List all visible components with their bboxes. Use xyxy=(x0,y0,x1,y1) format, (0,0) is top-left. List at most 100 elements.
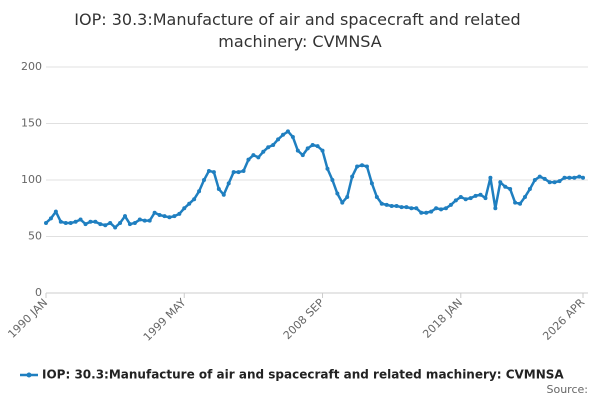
point xyxy=(374,194,379,199)
point xyxy=(142,218,147,223)
point xyxy=(152,210,157,215)
y-tick-label: 50 xyxy=(28,230,42,243)
point xyxy=(162,214,167,219)
point xyxy=(246,157,251,162)
point xyxy=(434,206,439,211)
point xyxy=(157,213,162,218)
point xyxy=(532,178,537,182)
y-tick-label: 200 xyxy=(21,60,42,73)
point xyxy=(384,202,389,207)
point xyxy=(468,196,473,201)
point xyxy=(147,218,152,223)
point xyxy=(562,175,567,180)
point xyxy=(325,166,330,171)
point xyxy=(68,220,73,225)
point xyxy=(355,164,360,169)
point xyxy=(226,181,231,186)
point xyxy=(103,223,108,228)
point xyxy=(508,187,513,192)
point xyxy=(88,219,93,224)
point xyxy=(429,209,434,214)
point xyxy=(48,216,53,221)
point xyxy=(172,214,177,219)
x-tick-label: 1990 JAN xyxy=(5,296,50,341)
y-tick-label: 150 xyxy=(21,117,42,130)
point xyxy=(261,149,266,154)
point xyxy=(290,135,295,140)
point xyxy=(478,192,483,197)
point xyxy=(137,217,142,222)
point xyxy=(310,142,315,147)
point xyxy=(473,193,478,198)
point xyxy=(389,203,394,208)
x-tick-label: 2026 APR xyxy=(540,296,587,343)
point xyxy=(251,153,256,158)
point xyxy=(360,163,365,168)
point xyxy=(231,170,236,175)
point xyxy=(78,217,83,222)
point xyxy=(300,153,305,158)
point xyxy=(404,205,409,210)
point xyxy=(197,189,202,194)
y-tick-label: 0 xyxy=(35,286,42,299)
point xyxy=(567,175,572,180)
legend-label: IOP: 30.3:Manufacture of air and spacecr… xyxy=(42,368,564,382)
x-tick-label: 2008 SEP xyxy=(281,296,327,342)
point xyxy=(547,180,552,185)
point xyxy=(206,168,211,173)
point xyxy=(118,220,123,225)
point xyxy=(53,209,58,214)
point xyxy=(113,225,118,230)
point xyxy=(187,201,192,206)
point xyxy=(394,203,399,208)
point xyxy=(256,155,261,160)
point xyxy=(522,194,527,199)
point xyxy=(493,206,498,211)
chart-title: IOP: 30.3:Manufacture of air and spacecr… xyxy=(74,10,525,51)
point xyxy=(44,220,48,225)
point xyxy=(241,168,246,173)
point xyxy=(83,222,88,227)
point xyxy=(108,220,113,225)
y-tick-label: 100 xyxy=(21,173,42,186)
point xyxy=(271,142,276,147)
point xyxy=(167,215,172,220)
point xyxy=(439,207,444,212)
point xyxy=(236,170,241,175)
point xyxy=(542,176,547,181)
point xyxy=(335,191,340,196)
point xyxy=(127,222,132,227)
point xyxy=(483,196,488,201)
point xyxy=(419,210,424,215)
point xyxy=(369,181,374,186)
point xyxy=(379,201,384,206)
point xyxy=(58,219,63,224)
point xyxy=(414,206,419,211)
point xyxy=(443,206,448,211)
point xyxy=(320,148,325,153)
point xyxy=(305,146,310,151)
point xyxy=(182,206,187,211)
point xyxy=(503,184,508,189)
point xyxy=(276,137,281,142)
point xyxy=(581,175,585,180)
point xyxy=(192,197,197,202)
point xyxy=(266,145,271,150)
source: Source: xyxy=(547,383,589,396)
point xyxy=(409,206,414,211)
point xyxy=(537,174,542,179)
point xyxy=(399,205,404,210)
point xyxy=(93,219,98,224)
point xyxy=(123,214,128,219)
point xyxy=(488,175,493,180)
point xyxy=(315,144,320,149)
point xyxy=(98,222,103,227)
point xyxy=(177,211,182,216)
x-tick-label: 2018 JAN xyxy=(420,296,465,341)
point xyxy=(202,178,207,182)
point xyxy=(295,148,300,153)
point xyxy=(552,180,557,185)
point xyxy=(221,192,226,197)
point xyxy=(63,220,68,225)
